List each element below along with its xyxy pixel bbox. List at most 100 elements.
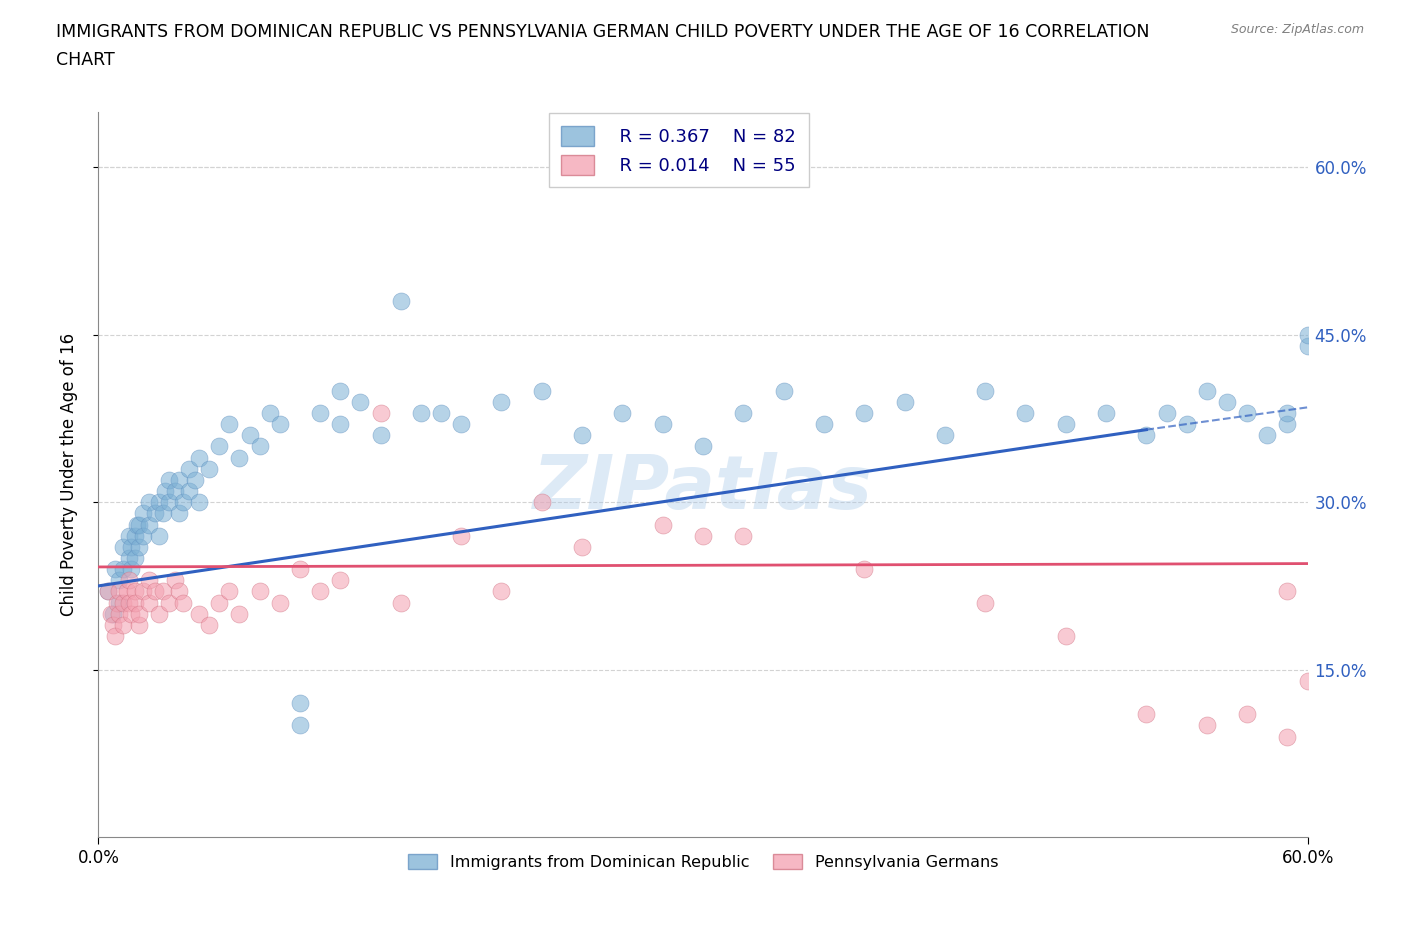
Point bbox=[148, 528, 170, 543]
Point bbox=[163, 484, 186, 498]
Point bbox=[188, 495, 211, 510]
Point bbox=[651, 417, 673, 432]
Point bbox=[1054, 629, 1077, 644]
Point bbox=[107, 606, 129, 621]
Point bbox=[530, 383, 553, 398]
Point bbox=[733, 528, 755, 543]
Point bbox=[1296, 327, 1319, 342]
Point bbox=[259, 405, 281, 420]
Point bbox=[1277, 729, 1299, 744]
Point bbox=[100, 606, 122, 621]
Point bbox=[1095, 405, 1118, 420]
Point bbox=[101, 618, 124, 632]
Point bbox=[1195, 718, 1218, 733]
Point bbox=[111, 562, 134, 577]
Point bbox=[111, 539, 134, 554]
Point bbox=[118, 595, 141, 610]
Point bbox=[138, 517, 160, 532]
Point bbox=[157, 495, 180, 510]
Point bbox=[188, 606, 211, 621]
Point bbox=[288, 562, 311, 577]
Point bbox=[163, 573, 186, 588]
Point bbox=[329, 383, 352, 398]
Text: IMMIGRANTS FROM DOMINICAN REPUBLIC VS PENNSYLVANIA GERMAN CHILD POVERTY UNDER TH: IMMIGRANTS FROM DOMINICAN REPUBLIC VS PE… bbox=[56, 23, 1150, 41]
Point bbox=[184, 472, 207, 487]
Point bbox=[370, 405, 392, 420]
Point bbox=[101, 606, 124, 621]
Point bbox=[124, 584, 146, 599]
Point bbox=[111, 595, 134, 610]
Text: ZIPatlas: ZIPatlas bbox=[533, 452, 873, 525]
Point bbox=[249, 439, 271, 454]
Point bbox=[1277, 584, 1299, 599]
Point bbox=[1256, 428, 1278, 443]
Y-axis label: Child Poverty Under the Age of 16: Child Poverty Under the Age of 16 bbox=[59, 333, 77, 616]
Point bbox=[111, 618, 134, 632]
Point bbox=[288, 696, 311, 711]
Point bbox=[124, 528, 146, 543]
Point bbox=[138, 495, 160, 510]
Point bbox=[1296, 339, 1319, 353]
Point bbox=[132, 506, 155, 521]
Point bbox=[934, 428, 956, 443]
Point bbox=[450, 417, 472, 432]
Point bbox=[132, 528, 155, 543]
Point bbox=[1236, 707, 1258, 722]
Point bbox=[120, 539, 142, 554]
Point bbox=[974, 383, 997, 398]
Point bbox=[269, 595, 291, 610]
Point bbox=[1277, 405, 1299, 420]
Point bbox=[733, 405, 755, 420]
Point bbox=[179, 484, 201, 498]
Point bbox=[152, 584, 174, 599]
Point bbox=[198, 618, 221, 632]
Point bbox=[1236, 405, 1258, 420]
Point bbox=[115, 584, 138, 599]
Point bbox=[143, 584, 166, 599]
Point bbox=[179, 461, 201, 476]
Point bbox=[218, 584, 240, 599]
Point bbox=[228, 450, 250, 465]
Point bbox=[430, 405, 453, 420]
Point bbox=[1054, 417, 1077, 432]
Point bbox=[692, 439, 714, 454]
Point bbox=[120, 562, 142, 577]
Point bbox=[107, 595, 129, 610]
Point bbox=[450, 528, 472, 543]
Point bbox=[228, 606, 250, 621]
Text: CHART: CHART bbox=[56, 51, 115, 69]
Point bbox=[974, 595, 997, 610]
Point bbox=[157, 595, 180, 610]
Point bbox=[172, 595, 194, 610]
Point bbox=[1216, 394, 1239, 409]
Point bbox=[132, 584, 155, 599]
Point bbox=[138, 595, 160, 610]
Point bbox=[1135, 707, 1157, 722]
Point bbox=[125, 517, 148, 532]
Point bbox=[288, 718, 311, 733]
Point bbox=[118, 573, 141, 588]
Point bbox=[772, 383, 794, 398]
Point bbox=[813, 417, 835, 432]
Point bbox=[309, 405, 332, 420]
Point bbox=[1277, 417, 1299, 432]
Point bbox=[152, 506, 174, 521]
Point bbox=[651, 517, 673, 532]
Point bbox=[853, 562, 876, 577]
Point bbox=[167, 506, 190, 521]
Point bbox=[128, 606, 150, 621]
Point bbox=[120, 606, 142, 621]
Point bbox=[692, 528, 714, 543]
Point bbox=[853, 405, 876, 420]
Point bbox=[1156, 405, 1178, 420]
Point bbox=[97, 584, 120, 599]
Point bbox=[1014, 405, 1036, 420]
Point bbox=[208, 595, 231, 610]
Point bbox=[530, 495, 553, 510]
Point bbox=[124, 595, 146, 610]
Point bbox=[491, 394, 513, 409]
Point bbox=[188, 450, 211, 465]
Point bbox=[103, 629, 125, 644]
Point bbox=[249, 584, 271, 599]
Point bbox=[153, 484, 176, 498]
